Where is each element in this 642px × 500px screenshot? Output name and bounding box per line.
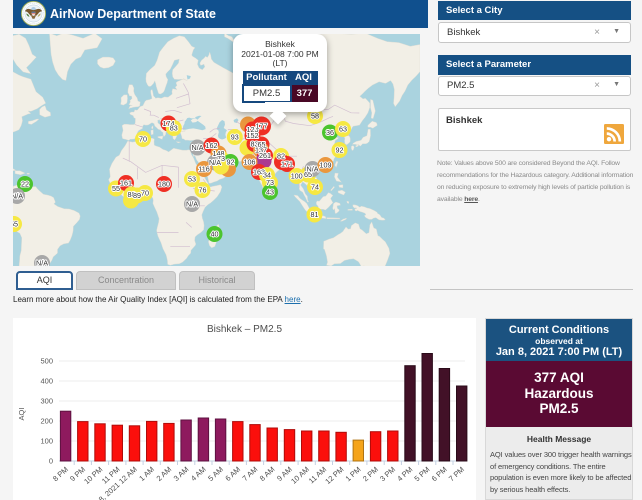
svg-text:76: 76 [199,186,207,195]
svg-text:70: 70 [139,135,147,144]
svg-text:171: 171 [281,160,293,169]
svg-text:123: 123 [247,125,259,134]
svg-text:180: 180 [158,180,170,189]
svg-text:89: 89 [133,191,141,200]
svg-text:55: 55 [13,220,18,229]
svg-text:7 AM: 7 AM [241,465,260,483]
svg-text:400: 400 [40,377,53,386]
svg-text:N/A: N/A [307,165,319,174]
svg-text:N/A: N/A [36,259,48,266]
svg-text:8 AM: 8 AM [258,465,277,483]
svg-text:106: 106 [244,158,256,167]
svg-text:162: 162 [206,141,218,150]
svg-text:5 PM: 5 PM [412,465,431,483]
svg-text:200: 200 [40,417,53,426]
svg-text:43: 43 [266,188,274,197]
svg-text:300: 300 [40,397,53,406]
svg-text:7 PM: 7 PM [447,465,466,483]
svg-text:74: 74 [311,183,319,192]
svg-text:34: 34 [263,171,271,180]
svg-text:137: 137 [255,146,267,155]
svg-text:22: 22 [21,180,29,189]
svg-text:55: 55 [112,184,120,193]
svg-text:65: 65 [304,170,312,179]
svg-text:81: 81 [311,210,319,219]
svg-text:4 PM: 4 PM [395,465,414,483]
svg-text:2 AM: 2 AM [155,465,174,483]
svg-text:88: 88 [128,190,136,199]
svg-text:152: 152 [247,131,259,140]
svg-text:6 AM: 6 AM [223,465,242,483]
svg-text:40: 40 [211,230,219,239]
svg-text:100: 100 [291,172,303,181]
svg-text:163: 163 [253,168,265,177]
svg-text:36: 36 [326,128,334,137]
svg-text:92: 92 [227,158,235,167]
svg-text:177: 177 [256,122,268,131]
svg-text:6 PM: 6 PM [430,465,449,483]
svg-text:N/A: N/A [192,143,204,152]
svg-text:53: 53 [188,175,196,184]
svg-text:N/A: N/A [13,192,23,201]
svg-text:4 AM: 4 AM [189,465,208,483]
svg-text:10 PM: 10 PM [82,465,104,486]
svg-text:0: 0 [49,457,53,466]
svg-text:83: 83 [251,140,259,149]
svg-text:1 PM: 1 PM [344,465,363,483]
svg-text:10 AM: 10 AM [289,465,311,486]
svg-text:AQI: AQI [17,408,26,421]
svg-text:261: 261 [259,151,271,160]
svg-text:174: 174 [163,119,175,128]
svg-text:3 PM: 3 PM [378,465,397,483]
svg-text:73: 73 [266,178,274,187]
svg-text:93: 93 [231,133,239,142]
svg-text:92: 92 [336,146,344,155]
svg-text:500: 500 [40,357,53,366]
svg-text:109: 109 [320,161,332,170]
svg-text:63: 63 [339,125,347,134]
svg-text:N/A: N/A [186,200,198,209]
svg-text:116: 116 [198,165,209,174]
svg-text:Bishkek – PM2.5: Bishkek – PM2.5 [207,324,282,335]
svg-text:83: 83 [170,124,178,133]
svg-text:2 PM: 2 PM [361,465,380,483]
svg-text:161: 161 [120,179,132,188]
svg-text:65: 65 [258,140,266,149]
svg-text:100: 100 [40,437,53,446]
svg-text:12 PM: 12 PM [323,465,345,486]
svg-text:73: 73 [217,154,225,163]
svg-text:8 PM: 8 PM [51,465,70,483]
svg-text:148: 148 [213,149,225,158]
svg-text:58: 58 [311,112,319,121]
svg-text:1 AM: 1 AM [137,465,156,483]
svg-text:70: 70 [141,189,149,198]
svg-text:N/A: N/A [209,158,221,167]
svg-text:5 AM: 5 AM [206,465,225,483]
svg-text:82: 82 [277,152,285,161]
svg-text:3 AM: 3 AM [172,465,191,483]
